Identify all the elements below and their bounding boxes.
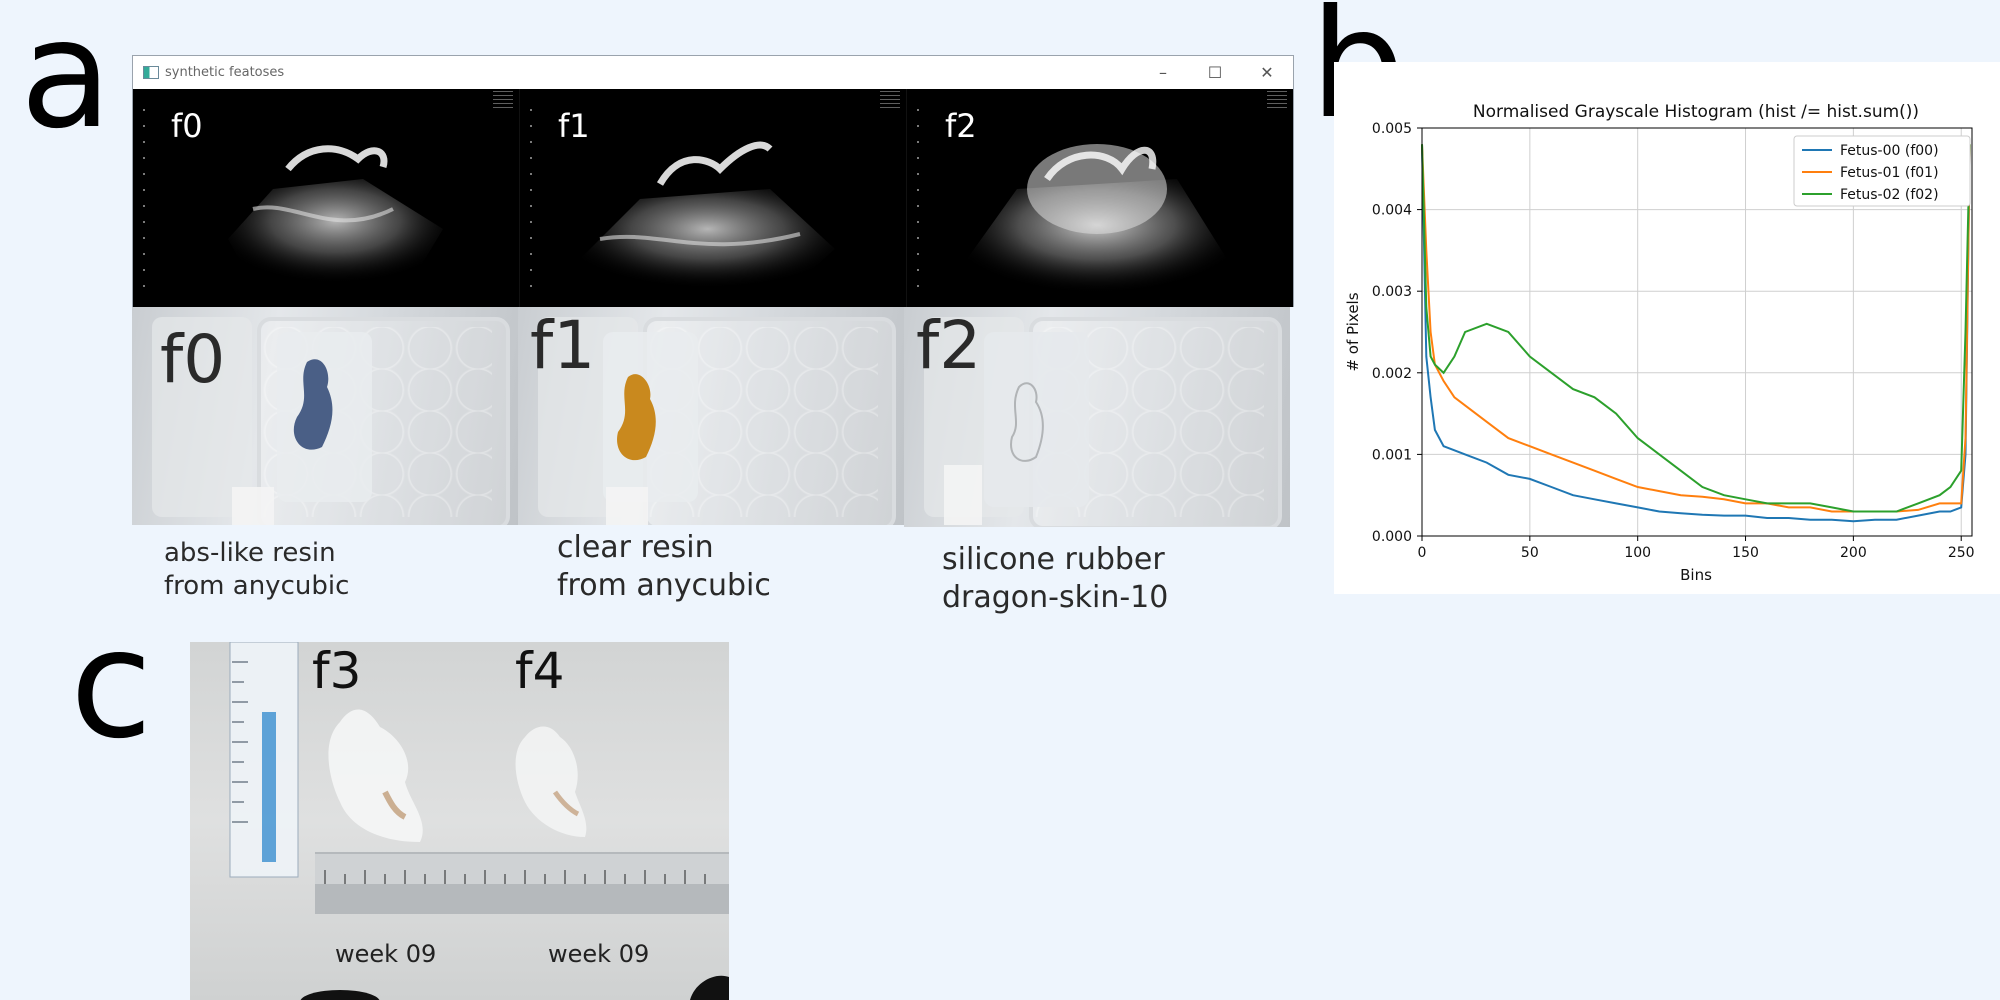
panel-label-a: a — [20, 0, 112, 162]
y-tick-label: 0.003 — [1372, 284, 1412, 300]
caption-line: abs-like resin — [164, 538, 336, 568]
photo-label: f2 — [916, 307, 982, 384]
x-tick-label: 0 — [1418, 545, 1427, 561]
panel-c-photo: f3 f4 week 09 week 09 — [190, 642, 729, 1000]
caption-line: clear resin — [557, 530, 714, 565]
y-tick-label: 0.002 — [1372, 366, 1412, 382]
ultrasound-label: f0 — [171, 107, 203, 145]
phantom-photo-f2: f2 — [904, 307, 1290, 527]
chart-title: Normalised Grayscale Histogram (hist /= … — [1473, 102, 1919, 122]
close-icon[interactable]: ✕ — [1260, 63, 1274, 82]
y-tick-label: 0.004 — [1372, 203, 1412, 219]
photo-label: f0 — [160, 321, 226, 398]
ultrasound-window: synthetic featoses – ☐ ✕ f0 — [132, 55, 1294, 307]
series-line-1 — [1421, 144, 1971, 513]
minimize-icon[interactable]: – — [1159, 63, 1167, 82]
window-titlebar[interactable]: synthetic featoses – ☐ ✕ — [133, 56, 1293, 89]
ultrasound-image-f1: f1 — [520, 89, 907, 307]
plot-frame — [1421, 127, 1973, 537]
series-line-0 — [1421, 144, 1971, 523]
histogram-svg: 0 50 100 150 200 250 0.000 0.001 0.002 0.003 0.004… — [1344, 102, 1975, 584]
x-tick-label: 200 — [1840, 545, 1867, 561]
rulers-and-fetuses — [229, 642, 729, 1000]
ultrasound-image-f0: f0 — [133, 89, 520, 307]
y-tick-label: 0.005 — [1372, 121, 1412, 137]
caption-line: from anycubic — [164, 571, 350, 602]
ultrasound-label: f2 — [945, 107, 977, 145]
ultrasound-image-f2: f2 — [907, 89, 1293, 307]
x-axis-label: Bins — [1680, 566, 1712, 584]
panel-label-c: c — [70, 598, 153, 772]
week-label: week 09 — [548, 940, 650, 968]
photo-label: f1 — [530, 307, 596, 384]
legend-box — [1793, 135, 1971, 207]
fetus-label-f3: f3 — [312, 642, 362, 700]
x-tick-label: 50 — [1521, 545, 1539, 561]
series-line-2 — [1421, 144, 1971, 513]
legend-label: Fetus-00 (f00) — [1840, 143, 1939, 159]
x-tick-label: 250 — [1948, 545, 1975, 561]
phantom-photo-f0: f0 — [132, 307, 518, 525]
window-title: synthetic featoses — [165, 65, 285, 80]
y-tick-label: 0.000 — [1372, 529, 1412, 545]
caption-f0: abs-like resin from anycubic — [164, 537, 349, 604]
maximize-icon[interactable]: ☐ — [1207, 63, 1223, 82]
caption-f2: silicone rubber dragon-skin-10 — [942, 541, 1168, 618]
week-label: week 09 — [335, 940, 437, 968]
caption-line: dragon-skin-10 — [942, 580, 1169, 616]
legend-label: Fetus-01 (f01) — [1840, 165, 1939, 181]
histogram-chart: 0 50 100 150 200 250 0.000 0.001 0.002 0.003 0.004… — [1334, 62, 2000, 594]
y-axis-label: # of Pixels — [1344, 292, 1362, 371]
fetus-label-f4: f4 — [515, 642, 565, 700]
phantom-photos: f0 f1 f2 — [132, 307, 1292, 527]
x-tick-label: 100 — [1624, 545, 1651, 561]
caption-line: silicone rubber — [942, 542, 1165, 577]
ultrasound-label: f1 — [558, 107, 590, 145]
y-tick-label: 0.001 — [1372, 447, 1412, 463]
x-tick-label: 150 — [1732, 545, 1759, 561]
caption-line: from anycubic — [557, 568, 771, 604]
phantom-photo-f1: f1 — [518, 307, 904, 525]
legend-label: Fetus-02 (f02) — [1840, 187, 1939, 203]
app-icon — [143, 66, 159, 79]
caption-f1: clear resin from anycubic — [557, 529, 771, 606]
